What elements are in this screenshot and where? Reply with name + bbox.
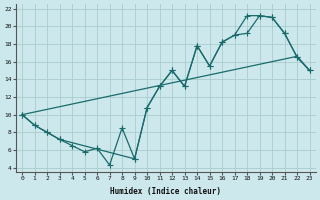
X-axis label: Humidex (Indice chaleur): Humidex (Indice chaleur) xyxy=(110,187,221,196)
